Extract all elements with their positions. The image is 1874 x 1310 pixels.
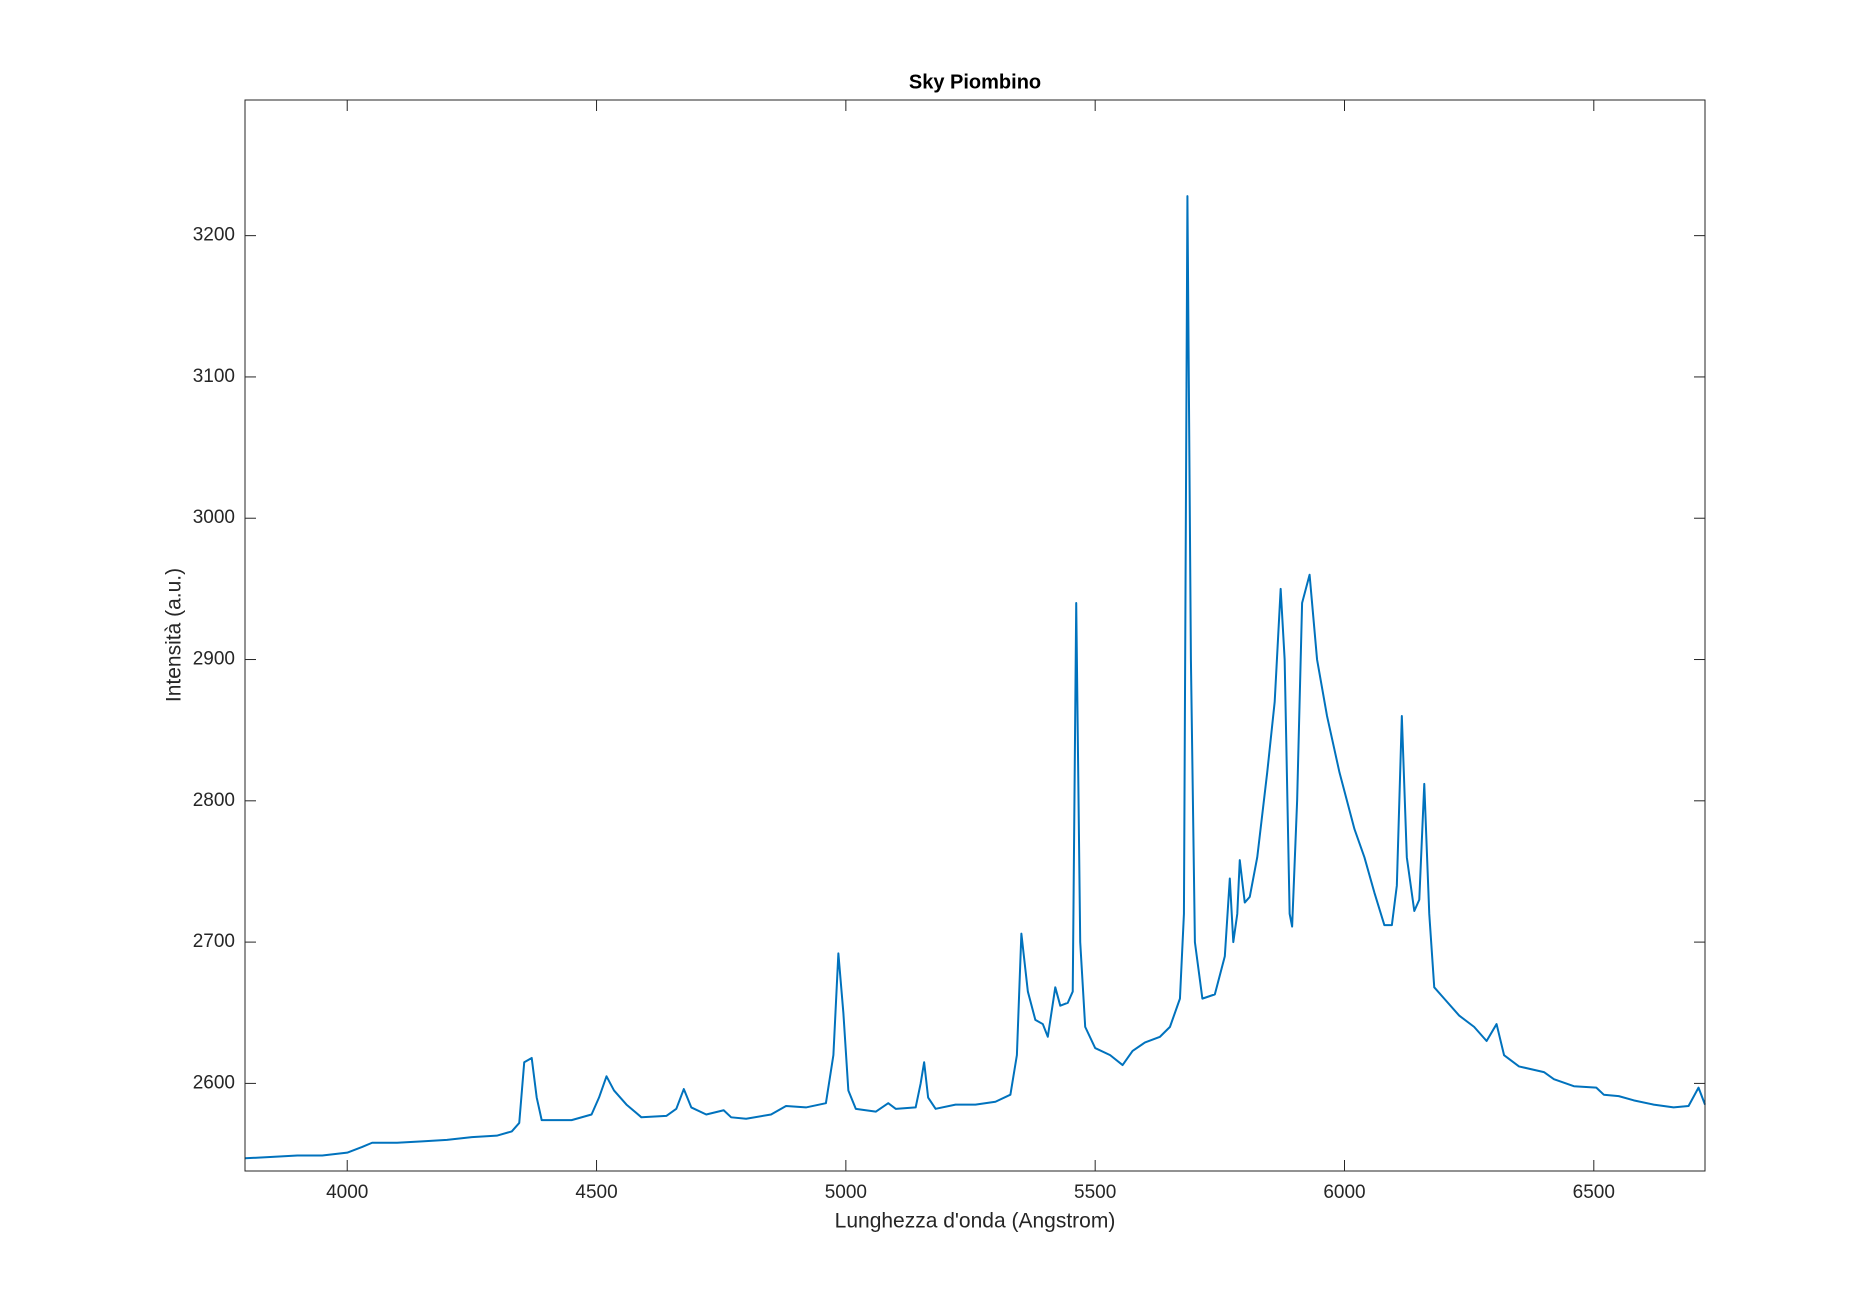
y-tick-label: 2600 — [193, 1072, 235, 1093]
y-tick-label: 3000 — [193, 507, 235, 528]
y-tick-label: 2700 — [193, 931, 235, 952]
y-tick-label: 3100 — [193, 366, 235, 387]
x-tick-label: 4500 — [575, 1182, 617, 1203]
y-axis-label: Intensità (a.u.) — [163, 568, 186, 702]
plot-frame — [244, 99, 1706, 1172]
spectrum-line — [244, 195, 1706, 1160]
y-tick-label: 3200 — [193, 225, 235, 246]
y-tick-label: 2900 — [193, 649, 235, 670]
x-tick-label: 5000 — [825, 1182, 867, 1203]
chart-title: Sky Piombino — [909, 71, 1041, 93]
x-axis-label: Lunghezza d'onda (Angstrom) — [835, 1210, 1116, 1233]
x-tick-label: 4000 — [326, 1182, 368, 1203]
x-tick-label: 6500 — [1573, 1182, 1615, 1203]
x-tick-label: 5500 — [1074, 1182, 1116, 1203]
y-tick-label: 2800 — [193, 790, 235, 811]
x-tick-label: 6000 — [1323, 1182, 1365, 1203]
